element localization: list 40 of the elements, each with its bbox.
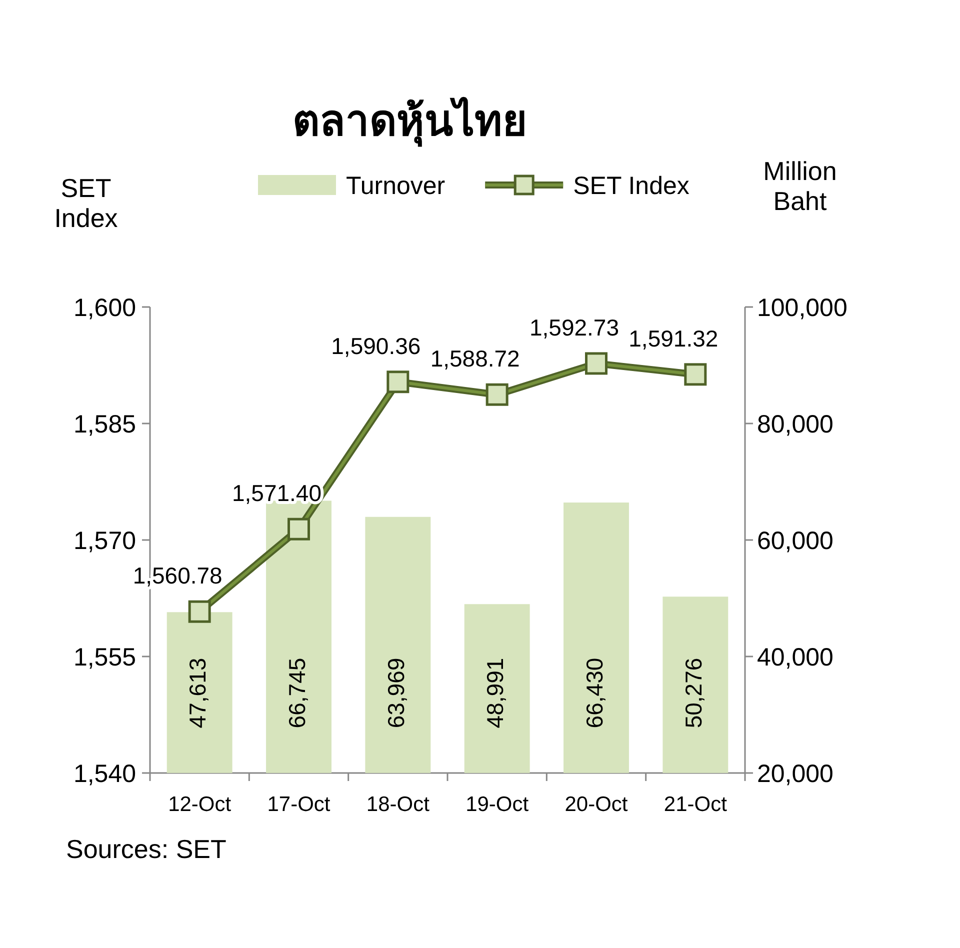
point: [386, 370, 410, 394]
data-label: 66,745: [284, 658, 310, 728]
y-axis-title: SET Index: [54, 173, 118, 233]
data-label: 50,276: [680, 658, 706, 728]
legend-label: Turnover: [346, 172, 446, 200]
y2-tick-label: 100,000: [757, 294, 848, 322]
x-tick-label: 18-Oct: [366, 793, 430, 816]
data-label: 48,991: [482, 658, 508, 728]
chart-title: ตลาดหุ้นไทย: [292, 96, 528, 147]
data-label: 1,590.36: [331, 332, 421, 359]
y2-tick-label: 60,000: [757, 527, 834, 555]
source-note: Sources: SET: [66, 834, 227, 864]
x-tick-label: 17-Oct: [267, 793, 330, 816]
y-tick-label: 1,570: [73, 527, 136, 555]
data-label: 1,571.40: [232, 480, 322, 506]
point: [585, 352, 608, 375]
y2-tick-label: 20,000: [757, 760, 834, 788]
data-label: 1,588.72: [430, 346, 520, 372]
x-tick-label: 20-Oct: [564, 793, 628, 816]
data-label: 66,430: [581, 658, 608, 728]
y-tick-label: 1,600: [73, 294, 136, 322]
point: [188, 600, 211, 623]
y2-tick-label: 80,000: [757, 410, 834, 438]
data-label: 47,613: [184, 658, 211, 728]
data-label: 1,591.32: [628, 325, 718, 352]
data-label: 1,560.78: [132, 562, 222, 589]
point: [288, 518, 310, 540]
point: [684, 363, 707, 386]
y-tick-label: 1,555: [73, 644, 136, 672]
legend-label: SET Index: [573, 172, 690, 200]
data-label: 63,969: [382, 658, 409, 728]
x-tick-label: 21-Oct: [664, 793, 728, 816]
x-tick-label: 12-Oct: [168, 793, 232, 816]
y2-tick-label: 40,000: [757, 644, 834, 672]
x-tick-label: 19-Oct: [466, 793, 529, 816]
point: [486, 383, 508, 406]
data-label: 1,592.73: [529, 314, 620, 340]
y-tick-label: 1,540: [73, 760, 136, 788]
y-tick-label: 1,585: [73, 410, 136, 438]
y2-axis-title: Million Baht: [763, 156, 837, 216]
